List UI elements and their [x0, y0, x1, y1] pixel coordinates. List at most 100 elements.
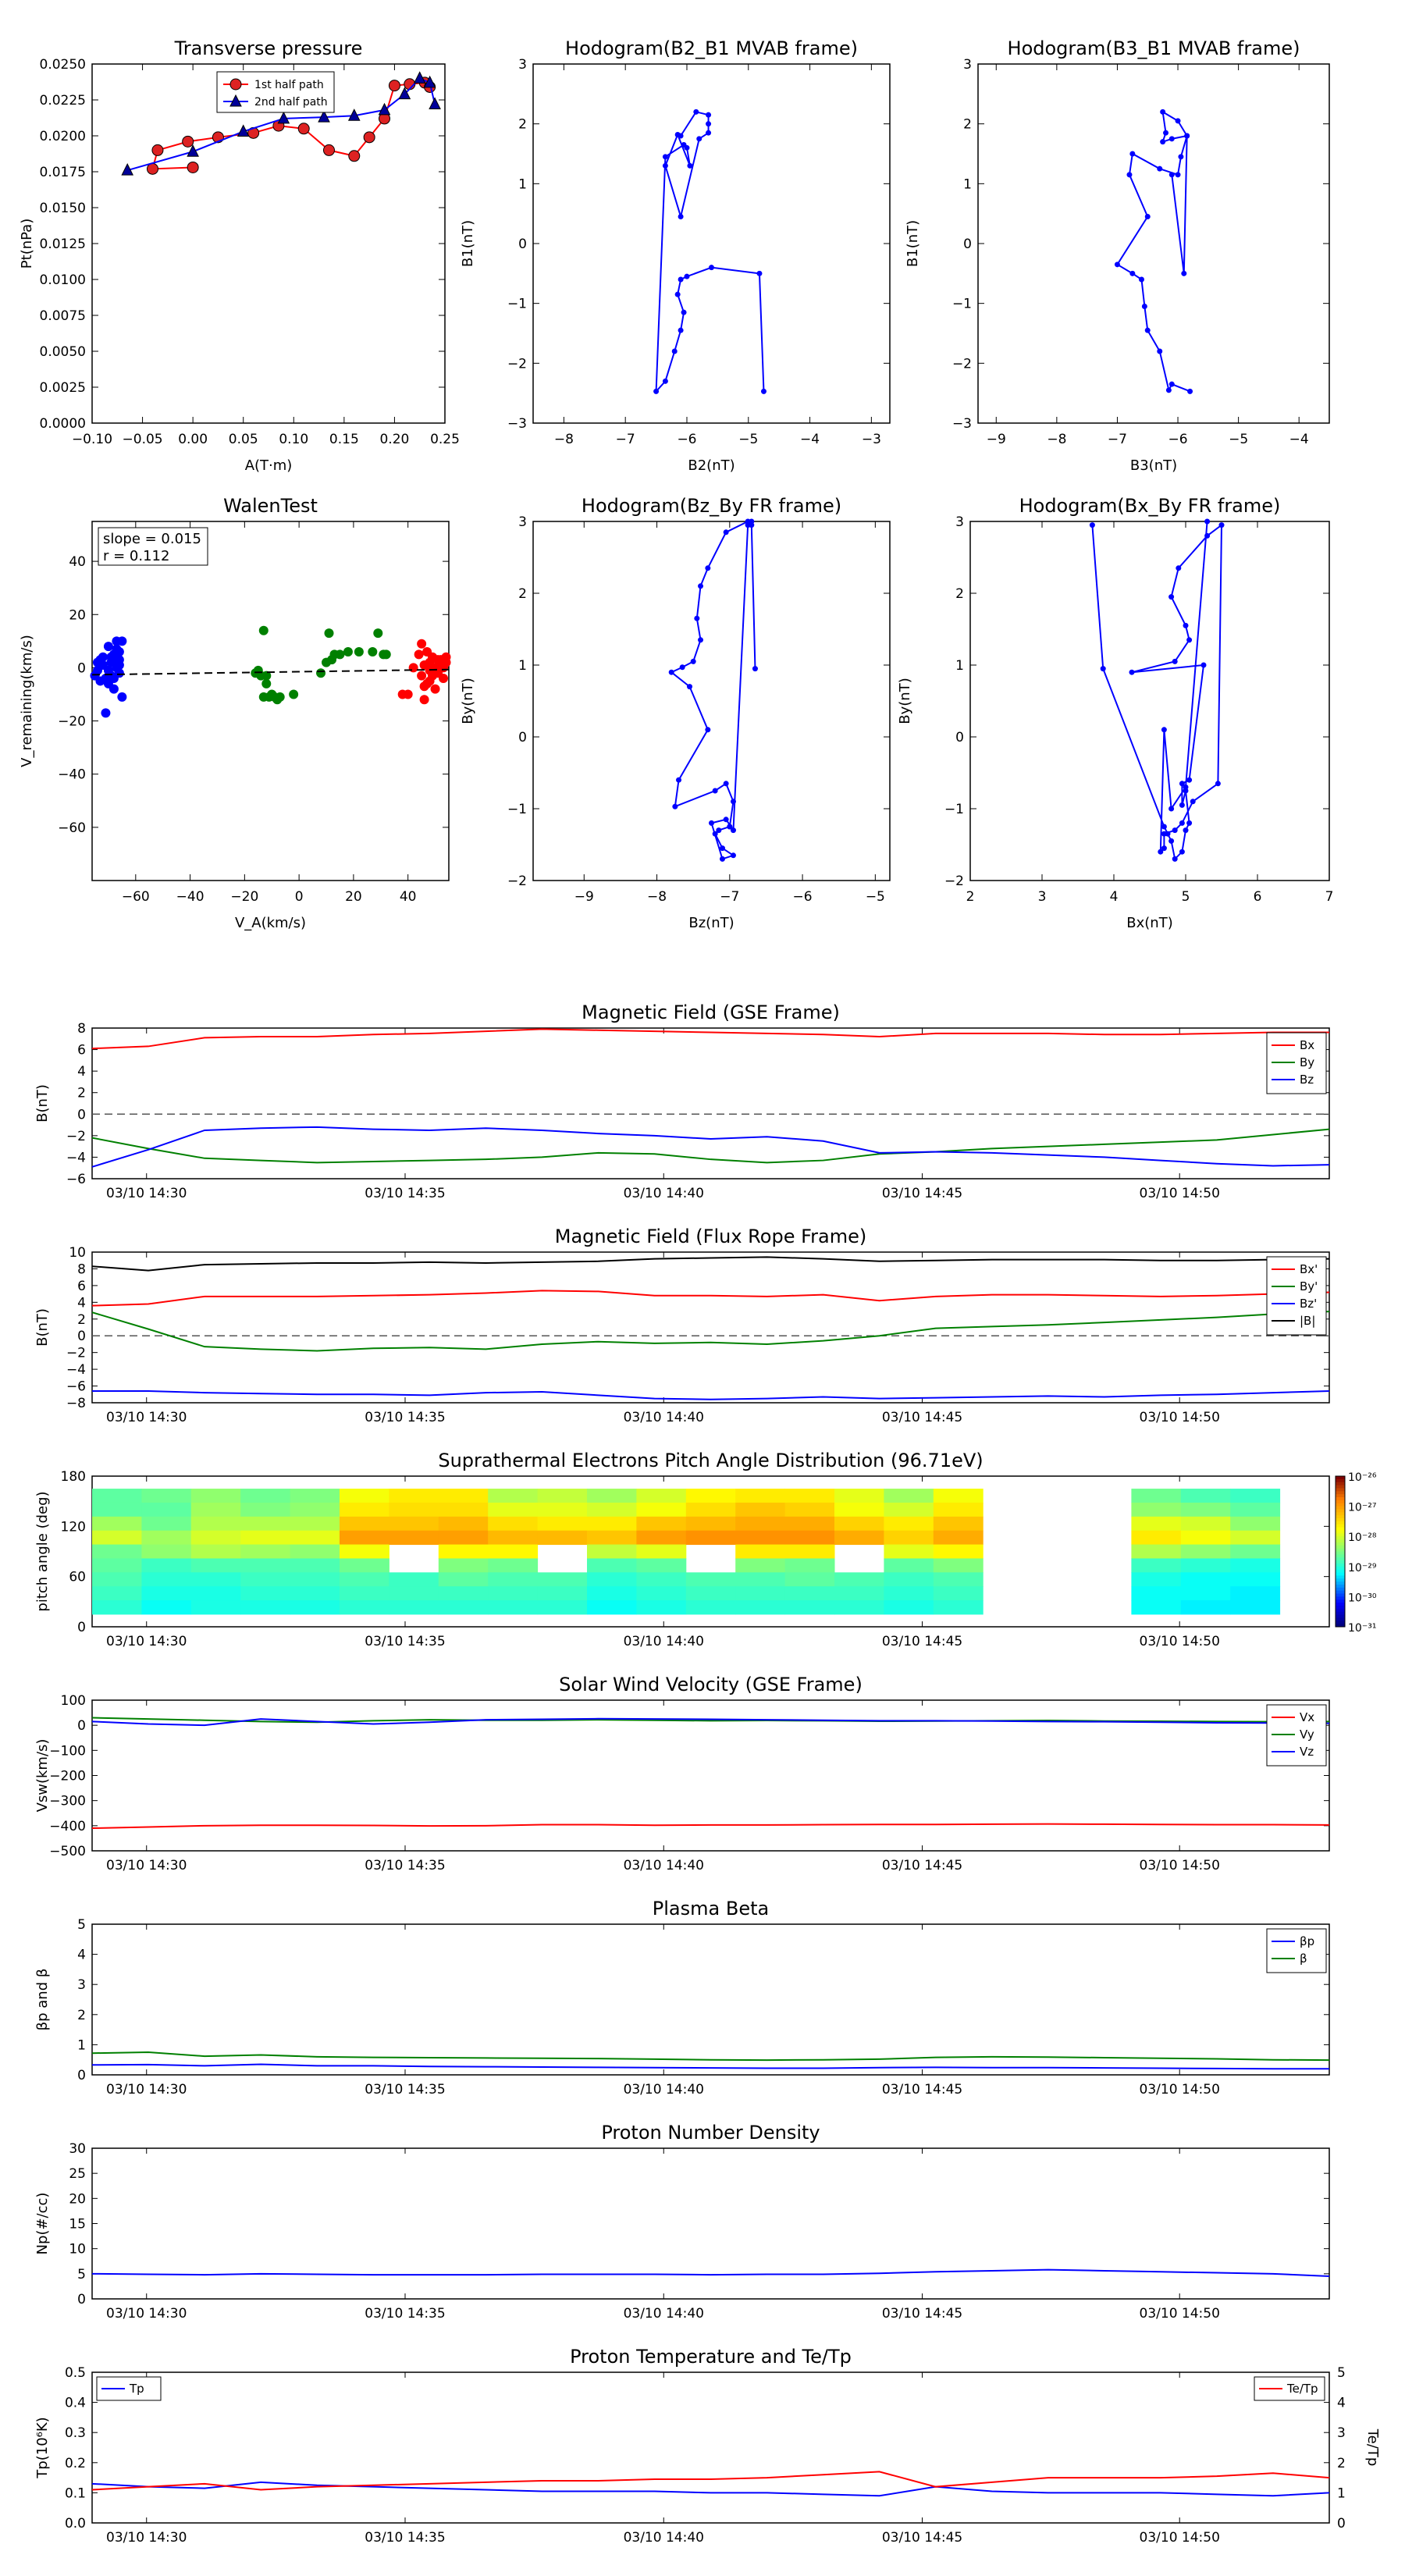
data-point: [1161, 831, 1167, 837]
data-point: [1186, 637, 1193, 643]
data-point: [681, 309, 687, 315]
x-tick-label: 03/10 14:30: [106, 1410, 187, 1425]
heatmap-cell: [438, 1572, 489, 1587]
scatter-point: [112, 644, 122, 654]
scatter-point: [106, 652, 116, 662]
data-point: [716, 827, 722, 834]
scatter-point: [101, 708, 111, 718]
heatmap-cell: [290, 1544, 340, 1559]
data-point: [348, 150, 361, 162]
chart-title: Magnetic Field (Flux Rope Frame): [555, 1226, 866, 1247]
colorbar-segment: [1336, 1491, 1345, 1495]
x-tick-label: 03/10 14:30: [106, 1186, 187, 1201]
colorbar-segment: [1336, 1536, 1345, 1540]
x-tick-label: 0: [295, 889, 304, 905]
data-point: [706, 121, 712, 127]
y-axis-label: B(nT): [34, 1084, 51, 1123]
heatmap-cell: [1230, 1530, 1281, 1546]
y-tick-label: −500: [49, 1844, 86, 1859]
colorbar-segment: [1336, 1590, 1345, 1595]
heatmap-cell: [1180, 1572, 1231, 1587]
data-point: [363, 131, 375, 144]
heatmap-cell: [1180, 1558, 1231, 1573]
y-tick-label: 2: [955, 586, 964, 602]
heatmap-cell: [537, 1516, 588, 1532]
y-tick-label: 0.0075: [40, 308, 86, 324]
y-tick-label: 6: [77, 1279, 86, 1294]
data-point: [745, 522, 751, 528]
scatter-point: [335, 649, 345, 660]
y-tick-label: −6: [66, 1172, 86, 1187]
scatter-point: [419, 695, 429, 705]
x-tick-label: −7: [616, 432, 635, 447]
x-axis-label: B3(nT): [1130, 457, 1177, 474]
heatmap-cell: [1131, 1572, 1182, 1587]
axes-frame: [91, 1251, 1330, 1404]
data-point: [712, 788, 718, 794]
x-tick-label: 03/10 14:45: [882, 2530, 962, 2546]
heatmap-cell: [587, 1516, 637, 1532]
y-axis-label: V_remaining(km/s): [19, 635, 35, 767]
data-point: [1161, 727, 1167, 733]
y-axis-label: Vsw(km/s): [34, 1739, 51, 1813]
colorbar-segment: [1336, 1608, 1345, 1613]
colorbar-segment: [1336, 1624, 1345, 1628]
x-tick-label: 03/10 14:50: [1140, 1186, 1220, 1201]
heatmap-cell: [933, 1530, 984, 1546]
heatmap-cell: [587, 1544, 637, 1559]
heatmap-cell: [240, 1530, 291, 1546]
x-tick-label: 03/10 14:50: [1140, 1634, 1220, 1649]
series-line: [91, 1256, 1330, 1272]
colorbar-tick-label: 10⁻²⁹: [1348, 1562, 1377, 1574]
series-line: [91, 1126, 1330, 1168]
data-point: [187, 144, 199, 157]
heatmap-cell: [1180, 1530, 1231, 1546]
heatmap-cell: [685, 1530, 736, 1546]
x-tick-label: −6: [677, 432, 696, 447]
x-tick-label: −4: [1289, 432, 1309, 447]
data-point: [687, 162, 693, 169]
y-tick-label: 4: [77, 1948, 86, 1963]
data-point: [1176, 565, 1182, 571]
heatmap-cell: [240, 1586, 291, 1601]
series-line: [91, 1823, 1330, 1830]
y2-tick-label: 5: [1337, 2365, 1346, 2381]
heatmap-cell: [636, 1600, 687, 1615]
legend-marker: [229, 78, 242, 91]
heatmap-cell: [685, 1586, 736, 1601]
data-point: [1183, 622, 1189, 628]
heatmap-cell: [1230, 1489, 1281, 1503]
chart-title: Magnetic Field (GSE Frame): [582, 1002, 840, 1023]
axes-frame: [532, 63, 891, 424]
heatmap-cell: [488, 1489, 539, 1503]
y-tick-label: 0.0: [65, 2516, 86, 2532]
data-point: [1165, 387, 1172, 393]
scatter-point: [419, 681, 429, 692]
colorbar-segment: [1336, 1527, 1345, 1531]
heatmap-cell: [190, 1489, 241, 1503]
series-line: [1091, 521, 1223, 861]
chart-mag_fr: Magnetic Field (Flux Rope Frame) 03/10 14…: [34, 1226, 1330, 1425]
colorbar-segment: [1336, 1485, 1345, 1489]
scatter-point: [117, 692, 127, 702]
heatmap-cell: [141, 1502, 192, 1517]
x-tick-label: 03/10 14:45: [882, 1858, 962, 1873]
y-axis-label: Np(#/cc): [34, 2193, 51, 2255]
heatmap-cell: [735, 1544, 786, 1559]
data-point: [1183, 784, 1189, 790]
data-point: [684, 144, 690, 151]
x-tick-label: 0.25: [430, 432, 460, 447]
data-point: [1200, 662, 1207, 668]
heatmap-cell: [933, 1558, 984, 1573]
y2-tick-label: 1: [1337, 2485, 1346, 2501]
data-point: [1187, 388, 1193, 394]
heatmap-cell: [488, 1558, 539, 1573]
data-point: [1175, 118, 1181, 124]
x-tick-label: 6: [1254, 889, 1262, 905]
data-point: [388, 80, 400, 92]
x-tick-label: −9: [574, 889, 594, 905]
x-tick-label: 03/10 14:40: [624, 1634, 704, 1649]
data-point: [297, 123, 310, 135]
heatmap-cell: [438, 1489, 489, 1503]
y-tick-label: 0.0050: [40, 344, 86, 360]
